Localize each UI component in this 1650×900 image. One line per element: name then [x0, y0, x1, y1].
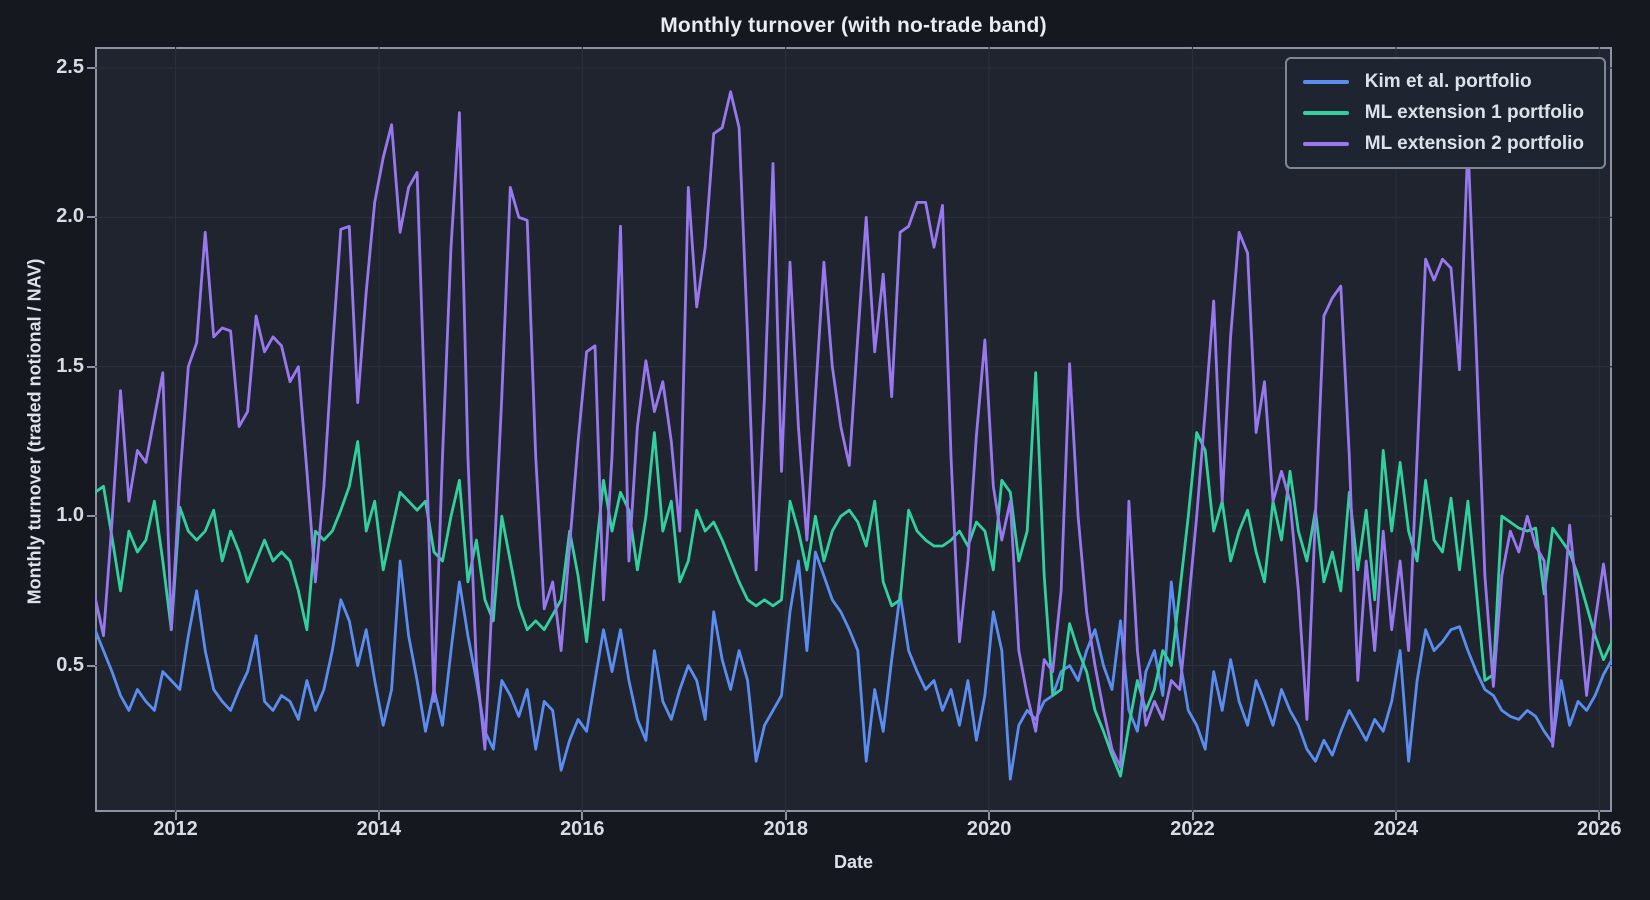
plot-area: [95, 47, 1612, 812]
chart-title: Monthly turnover (with no-trade band): [660, 14, 1047, 37]
x-tick-mark: [1191, 812, 1194, 820]
x-tick-label: 2020: [966, 818, 1012, 840]
y-tick-label: 1.0: [56, 504, 84, 527]
y-tick-mark: [87, 664, 95, 667]
series-line-2: [95, 371, 1612, 778]
x-tick-mark: [377, 812, 380, 820]
x-tick-label: 2024: [1373, 818, 1419, 840]
y-tick-mark: [87, 66, 95, 69]
x-tick-mark: [988, 812, 991, 820]
x-tick-mark: [174, 812, 177, 820]
x-tick-label: 2014: [356, 818, 402, 840]
x-tick-mark: [784, 812, 787, 820]
y-tick-mark: [87, 365, 95, 368]
y-tick-mark: [87, 515, 95, 518]
y-tick-label: 0.5: [56, 653, 84, 676]
legend-line-swatch: [1302, 142, 1349, 146]
legend-label: Kim et al. portfolio: [1364, 71, 1532, 92]
y-tick-label: 1.5: [56, 354, 84, 377]
chart-canvas: [95, 47, 1612, 812]
x-tick-mark: [581, 812, 584, 820]
legend: Kim et al. portfolio ML extension 1 portf…: [1284, 57, 1606, 169]
legend-label: ML extension 1 portfolio: [1364, 102, 1584, 123]
y-tick-mark: [87, 216, 95, 219]
x-axis-label: Date: [833, 852, 873, 872]
legend-item-1: Kim et al. portfolio: [1302, 71, 1584, 93]
x-tick-label: 2016: [560, 818, 605, 840]
series-line-1: [95, 550, 1612, 781]
legend-line-swatch: [1302, 80, 1349, 84]
y-tick-label: 2.0: [56, 205, 84, 228]
x-tick-label: 2012: [153, 818, 198, 840]
legend-label: ML extension 2 portfolio: [1364, 133, 1584, 154]
y-tick-label: 2.5: [56, 55, 84, 78]
legend-line-swatch: [1302, 111, 1349, 115]
series-line-3: [95, 90, 1612, 769]
x-tick-mark: [1394, 812, 1397, 820]
x-tick-label: 2018: [763, 818, 808, 840]
legend-item-2: ML extension 1 portfolio: [1302, 102, 1584, 124]
x-tick-label: 2026: [1577, 818, 1622, 840]
legend-item-3: ML extension 2 portfolio: [1302, 133, 1584, 155]
x-tick-label: 2022: [1170, 818, 1215, 840]
y-axis-label: Monthly turnover (traded notional / NAV): [24, 258, 45, 605]
x-tick-mark: [1598, 812, 1601, 820]
